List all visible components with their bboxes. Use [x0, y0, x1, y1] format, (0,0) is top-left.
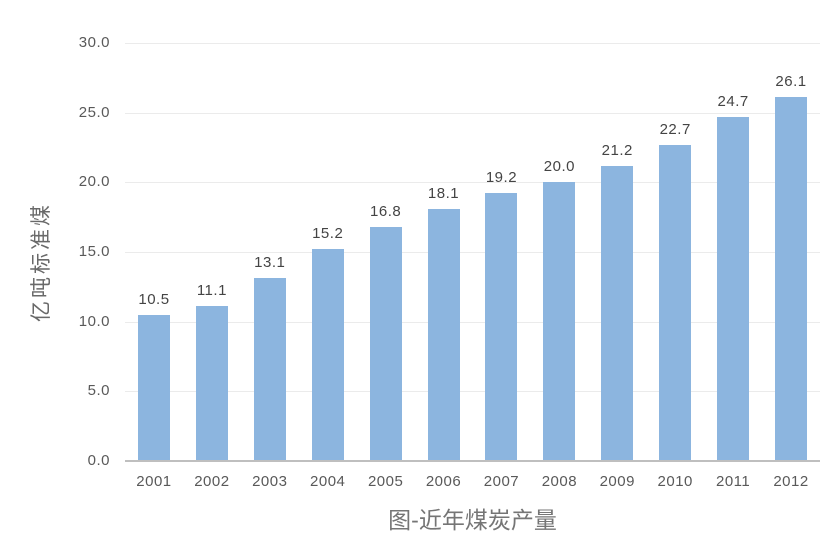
- bar-2006: [427, 208, 460, 461]
- bar-value-label-2007: 19.2: [485, 169, 518, 187]
- x-tick-label-2007: 2007: [483, 473, 520, 490]
- bar-value-label-2005: 16.8: [370, 202, 402, 220]
- bar-value-label-2010: 22.7: [659, 120, 691, 138]
- gridline: [125, 43, 820, 44]
- plot-area: 0.0 5.0 10.0 15.0 20.0 25.0 30.0 10.5 2001 11.1 20…: [79, 34, 820, 490]
- gridline: [125, 321, 820, 323]
- x-tick-label-2003: 2003: [252, 473, 288, 490]
- bar-2012: [775, 97, 808, 461]
- bar-value-label-2001: 10.5: [138, 290, 170, 308]
- x-axis-line: [125, 460, 820, 462]
- y-tick-label: 15.0: [78, 243, 110, 260]
- y-tick-label: 0.0: [87, 452, 110, 469]
- bar-2007: [485, 193, 518, 461]
- x-tick-label-2002: 2002: [194, 473, 230, 490]
- x-tick-label-2011: 2011: [715, 473, 751, 490]
- bar-2004: [311, 249, 344, 461]
- bar-2011: [717, 116, 750, 461]
- gridline: [125, 252, 820, 253]
- y-axis-title: 亿吨标准煤: [30, 202, 53, 322]
- bar-value-label-2004: 15.2: [312, 225, 344, 243]
- gridline: [125, 182, 820, 184]
- x-tick-label-2008: 2008: [541, 473, 578, 490]
- bar-2008: [543, 182, 576, 461]
- bar-value-label-2009: 21.2: [601, 141, 633, 159]
- bar-value-label-2003: 13.1: [254, 254, 286, 272]
- bar-value-label-2011: 24.7: [717, 92, 749, 110]
- y-tick-label: 5.0: [87, 382, 110, 400]
- y-tick-label: 20.0: [78, 173, 110, 191]
- bar-value-label-2008: 20.0: [543, 158, 575, 176]
- y-tick-label: 30.0: [78, 34, 110, 51]
- gridline: [125, 112, 820, 114]
- bar-value-label-2012: 26.1: [775, 73, 807, 91]
- bar-2005: [369, 226, 402, 461]
- gridline: [125, 391, 820, 393]
- x-tick-label-2004: 2004: [310, 473, 346, 490]
- bar-value-label-2006: 18.1: [427, 184, 460, 202]
- x-tick-label-2005: 2005: [367, 473, 404, 490]
- bar-2010: [659, 144, 692, 461]
- y-tick-label: 10.0: [78, 312, 110, 330]
- bar-2009: [601, 165, 634, 461]
- x-tick-label-2012: 2012: [773, 473, 809, 490]
- x-tick-label-2006: 2006: [425, 473, 462, 490]
- y-tick-label: 25.0: [78, 103, 110, 121]
- bar-2001: [137, 314, 170, 461]
- bar-2002: [195, 306, 228, 461]
- chart-title: 图-近年煤炭产量: [388, 507, 557, 533]
- x-tick-label-2010: 2010: [657, 473, 693, 490]
- x-tick-label-2001: 2001: [136, 473, 172, 490]
- bar-2003: [253, 278, 286, 461]
- bar-value-label-2002: 11.1: [196, 282, 227, 300]
- x-tick-label-2009: 2009: [599, 473, 635, 490]
